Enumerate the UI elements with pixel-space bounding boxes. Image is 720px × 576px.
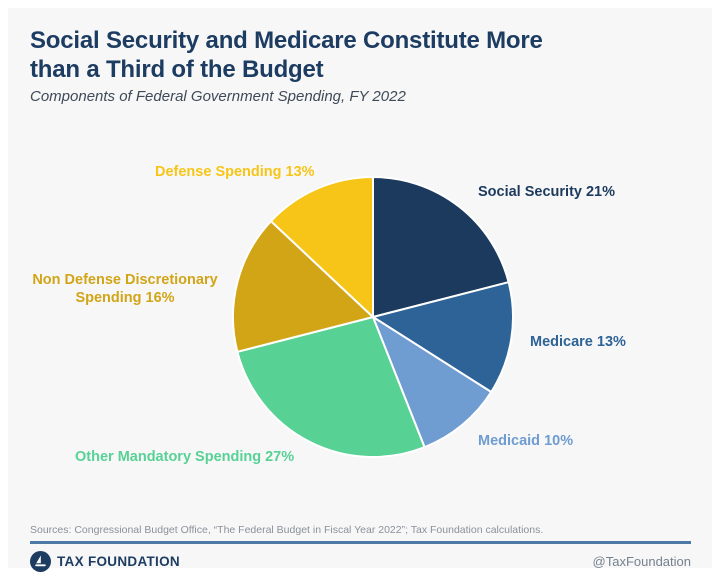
pie-slice-medicaid [372, 316, 493, 449]
tax-foundation-logo-icon [30, 550, 51, 572]
slice-label-other-mandatory: Other Mandatory Spending 27% [75, 449, 295, 465]
footer-brand-row: TAX FOUNDATION @TaxFoundation [30, 549, 691, 573]
twitter-handle: @TaxFoundation [592, 553, 691, 569]
page-title-line1: Social Security and Medicare Constitute … [30, 27, 543, 54]
infographic-card: Social Security and Medicare Constitute … [8, 8, 712, 572]
pie-slice-non-defense-discretionary-spending [232, 220, 374, 353]
slice-label-medicare: Medicare 13% [530, 334, 626, 350]
slice-label-social-security: Social Security 21% [478, 184, 616, 200]
pie-slice-social-security [372, 176, 510, 318]
pie-slice-other-mandatory-spending [236, 316, 426, 458]
page-subtitle: Components of Federal Government Spendin… [30, 88, 406, 105]
pie-chart [232, 176, 514, 458]
slice-label-medicaid: Medicaid 10% [478, 433, 574, 449]
slice-label-non-defense-discretionary: Non Defense Discretionary Spending 16% [32, 272, 218, 306]
footer-divider [30, 541, 691, 544]
page-title: Social Security and Medicare Constitute … [30, 26, 543, 84]
slice-label-defense-spending: Defense Spending 13% [155, 164, 315, 180]
page-title-line2: than a Third of the Budget [30, 56, 324, 83]
sources-note: Sources: Congressional Budget Office, “T… [30, 524, 544, 536]
brand-name: TAX FOUNDATION [57, 553, 180, 569]
pie-slice-defense-spending [269, 176, 374, 318]
pie-slice-medicare [372, 281, 514, 394]
